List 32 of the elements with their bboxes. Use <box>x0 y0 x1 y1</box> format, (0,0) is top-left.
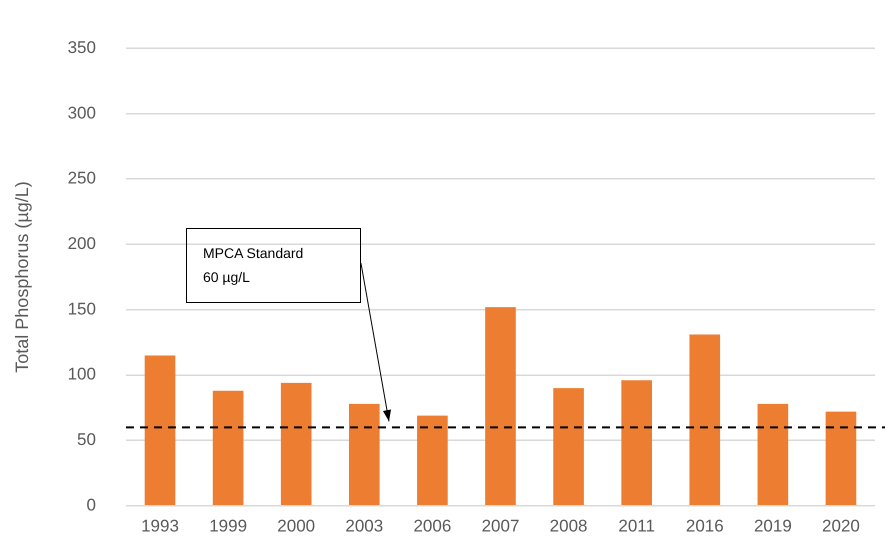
bar <box>621 380 652 506</box>
x-tick-label: 1999 <box>209 516 248 536</box>
bar <box>689 334 720 506</box>
bar <box>758 404 788 506</box>
y-tick-label: 250 <box>68 168 96 188</box>
x-tick-label: 2011 <box>618 516 655 536</box>
x-tick-label: 2000 <box>277 516 316 536</box>
bar <box>348 404 380 506</box>
x-tick-label: 2016 <box>686 516 724 536</box>
y-tick-label: 0 <box>86 495 96 514</box>
x-tick-label: 2007 <box>482 516 520 536</box>
y-tick-label: 300 <box>68 103 96 122</box>
x-tick-label: 2008 <box>550 516 588 536</box>
x-tick-label: 2019 <box>754 516 792 536</box>
x-tick-label: 2003 <box>345 516 384 536</box>
bar <box>144 355 176 506</box>
y-axis-title: Total Phosphorus (µg/L) <box>12 181 32 373</box>
x-tick-label: 2020 <box>822 516 860 536</box>
y-tick-label: 350 <box>68 38 96 57</box>
bar <box>553 388 584 506</box>
x-tick-label: 2006 <box>413 516 452 536</box>
bar <box>485 307 516 506</box>
y-tick-label: 200 <box>68 234 96 253</box>
bar <box>826 412 856 506</box>
bar <box>212 390 244 506</box>
y-tick-label: 150 <box>68 299 96 318</box>
bar <box>280 382 312 506</box>
y-tick-label: 50 <box>77 430 96 450</box>
x-tick-label: 1993 <box>141 516 179 536</box>
bar <box>417 416 448 506</box>
callout-frame: MPCA Standard 60 µg/L <box>186 228 361 304</box>
y-tick-label: 100 <box>68 364 96 384</box>
